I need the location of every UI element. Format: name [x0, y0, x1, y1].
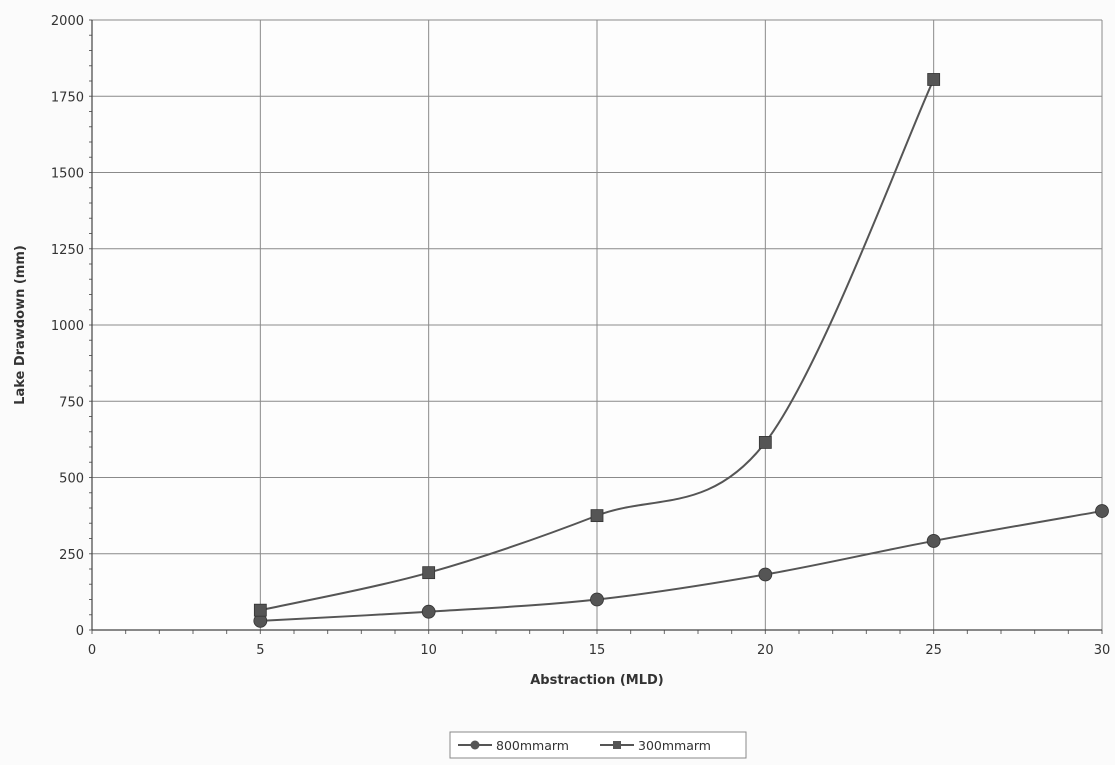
x-tick-label: 5: [256, 643, 264, 658]
y-tick-label: 0: [76, 624, 84, 639]
x-tick-label: 20: [757, 643, 774, 658]
y-tick-label: 250: [59, 548, 84, 563]
series-300mmarm: [253, 73, 941, 617]
y-tick-label: 1750: [51, 90, 84, 105]
data-point: [1095, 504, 1109, 518]
data-point: [927, 73, 941, 86]
x-tick-label: 15: [589, 643, 606, 658]
y-axis-title: Lake Drawdown (mm): [13, 245, 28, 405]
data-point: [421, 604, 436, 619]
x-tick-label: 0: [88, 643, 96, 658]
legend-item: 800mmarm: [458, 738, 569, 753]
y-tick-label: 2000: [51, 14, 84, 29]
axes: 0 250 500 750 1000 1250 1500 1750 2000 0 5 10 15 20 25…: [51, 14, 1110, 658]
x-tick-label: 10: [420, 643, 437, 658]
data-point: [758, 436, 772, 449]
x-tick-label: 25: [925, 643, 942, 658]
legend-marker: [470, 740, 480, 750]
data-point: [926, 534, 941, 548]
series: [253, 73, 1109, 628]
data-point: [422, 566, 436, 580]
series-line: [260, 510, 1103, 622]
legend-item: 300mmarm: [600, 738, 711, 753]
data-point: [758, 567, 773, 582]
legend-label: 300mmarm: [638, 738, 711, 753]
y-tick-label: 1250: [51, 243, 84, 258]
data-point: [590, 509, 604, 523]
y-tick-label: 500: [59, 472, 84, 487]
data-point: [590, 592, 604, 607]
legend: 800mmarm 300mmarm: [449, 731, 747, 759]
y-tick-label: 1000: [51, 319, 84, 334]
legend-marker: [613, 741, 621, 749]
data-point: [253, 603, 267, 617]
legend-box: [449, 731, 747, 759]
legend-label: 800mmarm: [496, 738, 569, 753]
y-tick-label: 1500: [51, 167, 84, 182]
x-tick-label: 30: [1094, 643, 1111, 658]
y-tick-label: 750: [59, 395, 84, 410]
series-line: [260, 79, 935, 612]
x-axis-title: Abstraction (MLD): [530, 673, 664, 688]
